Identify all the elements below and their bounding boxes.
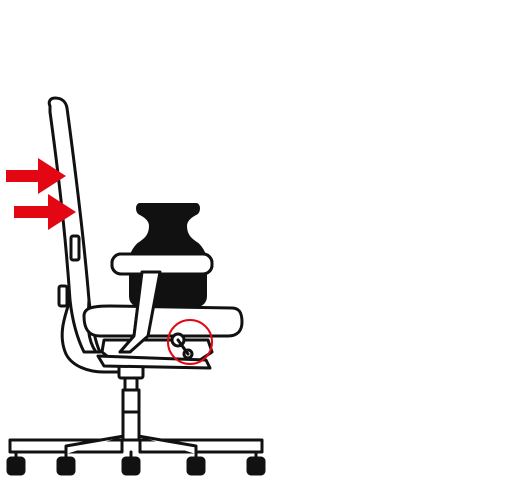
casters: [6, 450, 266, 476]
caster-3: [121, 450, 141, 476]
lumbar-tab-upper: [69, 234, 81, 262]
tension-highlight-circle: [167, 319, 213, 365]
base-leg-front-left: [64, 434, 126, 456]
caster-5: [246, 450, 266, 476]
backrest-pressure-arrow-upper: [6, 158, 66, 194]
backrest-frame-lower: [60, 298, 120, 374]
pressure-arrows: [6, 158, 76, 230]
caster-2: [56, 452, 76, 476]
seat-cushion: [82, 304, 244, 338]
chair-base: [8, 434, 264, 456]
seat-mechanism-plate: [96, 354, 212, 370]
armrest-pad-front: [110, 252, 214, 276]
lumbar-tab-lower: [57, 284, 69, 308]
armrest-post-front: [118, 270, 162, 354]
base-leg-front-right: [136, 434, 198, 456]
gas-column: [117, 362, 145, 442]
backrest-pressure-arrow-lower: [14, 194, 76, 230]
caster-4: [186, 452, 206, 476]
caster-1: [6, 450, 26, 476]
